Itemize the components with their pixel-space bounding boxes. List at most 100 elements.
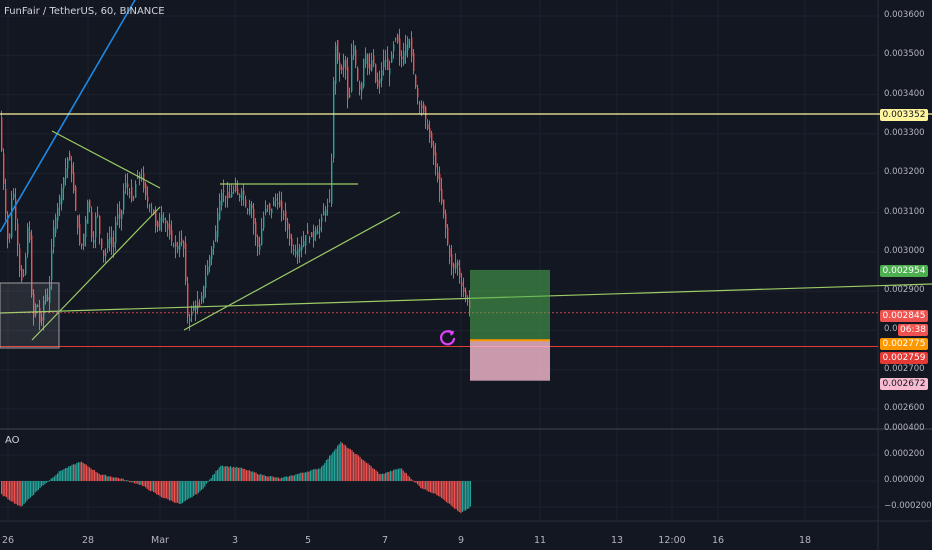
candle-body: [461, 282, 463, 287]
candle-body: [211, 248, 213, 259]
candle-body: [219, 200, 221, 220]
ao-bar: [36, 481, 38, 492]
candle-body: [127, 183, 129, 187]
ao-bar: [196, 481, 198, 495]
ao-bar: [37, 481, 39, 490]
candle-body: [339, 62, 341, 71]
loss-zone: [470, 340, 550, 381]
ao-bar: [225, 466, 227, 481]
symbol-title[interactable]: FunFair / TetherUS, 60, BINANCE: [4, 6, 165, 17]
candle-body: [169, 224, 171, 236]
ao-tick-label: 0.000000: [884, 475, 925, 485]
ao-bar: [132, 481, 134, 483]
ao-bar: [329, 455, 331, 481]
ao-bar: [165, 481, 167, 499]
ao-bar: [10, 481, 12, 502]
candle-body: [55, 217, 57, 233]
price-tick-label: 0.002900: [884, 285, 925, 296]
ao-bar: [197, 481, 199, 493]
candle-body: [455, 262, 457, 269]
ao-bar: [218, 467, 220, 481]
candle-body: [357, 68, 359, 80]
candle-body: [351, 55, 353, 92]
ao-bar: [149, 481, 151, 492]
candle-body: [25, 256, 27, 274]
ao-bar: [341, 443, 343, 481]
candle-body: [73, 172, 75, 191]
ao-bar: [468, 481, 470, 509]
ao-bar: [399, 468, 401, 481]
candle-body: [381, 70, 383, 81]
time-tick-label: 13: [610, 535, 624, 546]
ao-bar: [389, 470, 391, 481]
ao-tick-label: −0.000200: [884, 501, 932, 511]
candlestick-series: [1, 28, 471, 331]
ao-bar: [17, 481, 19, 506]
ao-bar: [90, 468, 92, 481]
ao-bar: [47, 481, 49, 482]
refresh-arrow-icon[interactable]: [437, 327, 459, 349]
ao-bar: [281, 477, 283, 481]
ao-bar: [279, 478, 281, 481]
candle-body: [57, 207, 59, 221]
candle-body: [207, 266, 209, 276]
candle-body: [171, 229, 173, 241]
candle-body: [97, 213, 99, 215]
candle-body: [83, 234, 85, 247]
ao-bar: [49, 480, 51, 482]
ao-bar: [175, 481, 177, 503]
ao-bar: [250, 471, 252, 481]
ao-bar: [370, 466, 372, 481]
ao-bar: [201, 481, 203, 490]
ao-bar: [308, 471, 310, 481]
ao-bar: [450, 481, 452, 506]
candle-body: [253, 209, 255, 225]
candle-body: [47, 297, 49, 300]
candle-body: [269, 203, 271, 211]
candle-body: [159, 217, 161, 231]
candle-body: [311, 232, 313, 238]
ao-bar: [103, 474, 105, 481]
candle-body: [397, 35, 399, 43]
candle-body: [377, 80, 379, 87]
candle-body: [453, 264, 455, 269]
ao-bar: [314, 469, 316, 481]
ao-bar: [21, 481, 23, 506]
time-tick-label: 16: [711, 535, 725, 546]
ao-bar: [68, 466, 70, 481]
ao-bar: [258, 474, 260, 481]
candle-body: [321, 217, 323, 222]
candle-body: [117, 214, 119, 219]
candle-body: [123, 190, 125, 210]
ao-bar: [77, 462, 79, 481]
ao-bar: [436, 481, 438, 496]
ao-bar: [89, 467, 91, 481]
ao-bar: [106, 476, 108, 481]
ao-bar: [429, 481, 431, 493]
candle-body: [389, 68, 391, 75]
ao-bar: [111, 477, 113, 481]
candle-body: [355, 49, 357, 66]
ao-bar: [401, 468, 403, 481]
ao-bar: [257, 474, 259, 481]
candle-body: [125, 183, 127, 188]
blue-trend-line: [0, 0, 136, 233]
ao-bar: [231, 467, 233, 481]
ao-bar: [194, 481, 196, 495]
ao-bar: [357, 455, 359, 481]
candle-body: [167, 223, 169, 230]
ao-bar: [185, 481, 187, 501]
ao-bar: [140, 481, 142, 485]
price-tick-label: 0.003600: [884, 10, 925, 20]
candle-body: [163, 218, 165, 221]
candle-body: [413, 53, 415, 72]
ao-bar: [217, 469, 219, 481]
indicator-label[interactable]: AO: [5, 435, 20, 446]
ao-bar: [397, 468, 399, 481]
ao-bar: [18, 481, 20, 506]
candle-body: [287, 222, 289, 230]
take-profit-price-tag: 0.002954: [880, 265, 928, 277]
ao-bar: [84, 463, 86, 481]
ao-bar: [274, 477, 276, 481]
